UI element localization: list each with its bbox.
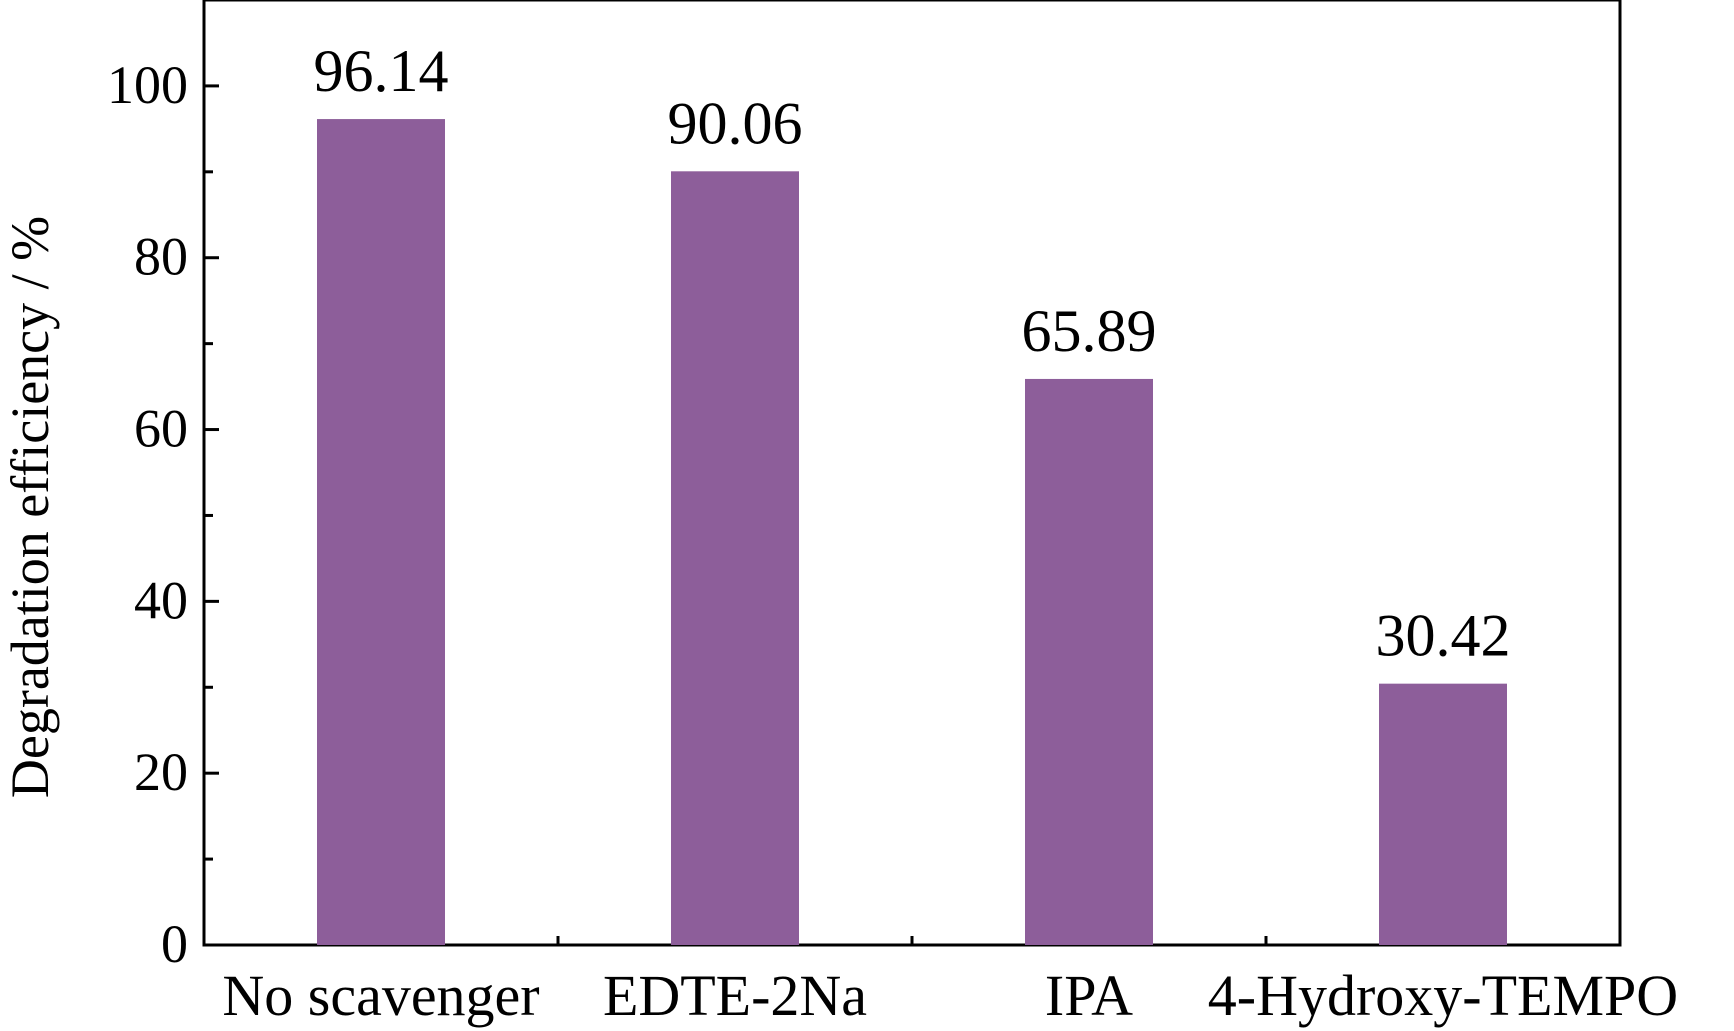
bar-value-label: 30.42 — [1376, 603, 1511, 669]
bar-value-label: 90.06 — [668, 90, 803, 156]
bar-value-label: 96.14 — [314, 38, 449, 104]
x-category-label: 4-Hydroxy-TEMPO — [1208, 963, 1678, 1028]
y-axis-label: Degradation efficiency / % — [0, 216, 60, 798]
x-tick-labels: No scavenger EDTE-2Na IPA 4-Hydroxy-TEMPO — [222, 963, 1678, 1028]
bars — [317, 119, 1507, 945]
bar — [317, 119, 445, 945]
y-tick-label: 40 — [134, 570, 188, 630]
y-tick-labels: 0 20 40 60 80 100 — [107, 55, 188, 974]
y-tick-label: 20 — [134, 742, 188, 802]
y-tick-label: 100 — [107, 55, 188, 115]
bar — [1025, 378, 1153, 945]
x-category-label: No scavenger — [222, 963, 539, 1028]
y-tick-label: 60 — [134, 399, 188, 459]
bar-value-label: 65.89 — [1022, 298, 1157, 364]
value-labels: 96.14 90.06 65.89 30.42 — [314, 38, 1511, 669]
bar — [1379, 683, 1507, 945]
x-category-label: EDTE-2Na — [603, 963, 867, 1028]
bar — [671, 171, 799, 945]
y-tick-label: 80 — [134, 227, 188, 287]
y-tick-label: 0 — [161, 914, 188, 974]
x-category-label: IPA — [1045, 963, 1133, 1028]
